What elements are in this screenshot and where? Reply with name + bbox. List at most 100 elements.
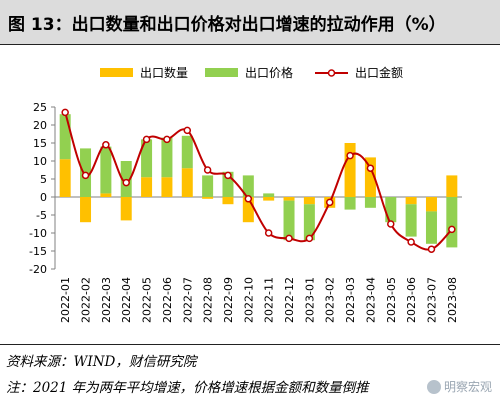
bar-quantity [405, 197, 417, 205]
x-tick-label: 2022-01 [59, 277, 72, 323]
bar-price [242, 175, 254, 197]
bar-quantity [181, 168, 193, 197]
x-tick-label: 2022-05 [141, 277, 154, 323]
point-value [325, 198, 334, 207]
value-line [61, 108, 456, 253]
chart-area: 出口数量 出口价格 出口金额 -20 -15 -10 -5 0 5 10 15 20 25 2022-… [29, 65, 462, 323]
bar-price [181, 135, 193, 169]
y-axis: -20 -15 -10 -5 0 5 10 15 20 25 [29, 101, 462, 276]
point-value [203, 166, 212, 174]
legend-marker-value [327, 69, 336, 77]
y-tick-label: 0 [40, 191, 47, 204]
point-value [81, 171, 90, 180]
x-tick-label: 2022-06 [161, 277, 174, 323]
figure-title: 图 13：出口数量和出口价格对出口增速的拉动作用（%） [8, 15, 446, 35]
title-divider [0, 44, 500, 45]
legend-swatch-price [205, 68, 238, 77]
point-value [346, 151, 354, 160]
bar-price [263, 193, 275, 197]
point-value [448, 225, 456, 234]
footnote: 注：2021 年为两年平均增速，价格增速根据金额和数量倒推 [6, 380, 369, 396]
watermark-logo-icon [426, 380, 441, 394]
y-tick-label: -5 [36, 209, 47, 222]
bar-price [222, 171, 234, 197]
bar-quantity [242, 197, 254, 223]
point-value [285, 234, 293, 243]
legend: 出口数量 出口价格 出口金额 [100, 65, 403, 80]
bar-price [364, 197, 376, 208]
legend-label-price: 出口价格 [245, 65, 293, 80]
y-tick-label: -15 [29, 245, 47, 258]
bar-price [100, 146, 112, 194]
bar-quantity [446, 175, 458, 197]
point-value [387, 220, 395, 228]
bar-quantity [141, 177, 153, 197]
bar-price [425, 211, 437, 244]
bar-price [344, 197, 356, 210]
point-value [61, 108, 69, 117]
watermark-text: 明察宏观 [443, 380, 492, 394]
x-tick-label: 2022-02 [80, 277, 93, 323]
y-tick-label: 25 [33, 101, 47, 114]
point-value [142, 135, 151, 144]
x-tick-label: 2023-06 [405, 277, 418, 323]
x-tick-label: 2022-12 [283, 277, 296, 323]
point-value [122, 178, 130, 187]
bar-price [446, 197, 458, 248]
bar-quantity [283, 197, 295, 201]
legend-label-quantity: 出口数量 [140, 65, 188, 80]
bar-quantity [303, 197, 315, 205]
x-tick-label: 2022-07 [181, 277, 194, 323]
x-tick-label: 2023-07 [425, 277, 438, 323]
bar-price [202, 175, 214, 197]
point-value [366, 164, 375, 172]
y-tick-label: 10 [33, 155, 47, 168]
legend-label-value: 出口金额 [355, 65, 403, 80]
x-tick-label: 2022-09 [222, 277, 235, 323]
bar-quantity [202, 197, 214, 199]
point-value [305, 234, 314, 243]
y-tick-label: -20 [29, 263, 47, 276]
bar-quantity [161, 177, 173, 197]
x-tick-label: 2023-02 [324, 277, 337, 323]
point-value [427, 245, 436, 253]
bar-quantity [222, 197, 234, 205]
bar-quantity [59, 159, 71, 197]
bar-price [161, 137, 173, 178]
bar-price [283, 200, 295, 241]
y-tick-label: 15 [33, 137, 47, 150]
y-tick-label: 5 [40, 173, 47, 186]
x-tick-label: 2023-05 [385, 277, 398, 323]
point-value [183, 126, 192, 135]
bar-price [59, 114, 71, 160]
chart-bottom-divider [0, 344, 500, 345]
x-tick-label: 2022-10 [242, 277, 255, 323]
x-axis: 2022-01 2022-02 2022-03 2022-04 2022-05 2022-… [59, 277, 459, 323]
x-tick-label: 2023-08 [446, 277, 459, 323]
y-tick-label: -10 [29, 227, 47, 240]
point-value [163, 135, 171, 144]
bar-quantity [80, 197, 92, 223]
bar-quantity [263, 197, 275, 201]
watermark: 明察宏观 [426, 378, 492, 395]
bar-quantity [344, 143, 356, 197]
bar-quantity [100, 193, 112, 197]
x-tick-label: 2022-08 [202, 277, 215, 323]
bar-price [141, 139, 153, 178]
bar-quantity [425, 197, 437, 212]
x-tick-label: 2023-04 [364, 277, 377, 323]
y-tick-label: 20 [33, 119, 47, 132]
bar-quantity [120, 197, 132, 221]
legend-swatch-quantity [100, 68, 133, 77]
bar-quantity [364, 157, 376, 197]
x-tick-label: 2023-01 [303, 277, 316, 323]
x-tick-label: 2022-11 [263, 277, 276, 323]
bar-price [385, 197, 397, 223]
point-value [224, 171, 232, 180]
point-value [244, 195, 253, 203]
bar-price [303, 204, 315, 241]
point-value [407, 238, 415, 246]
x-tick-label: 2022-04 [120, 277, 133, 323]
source-note: 资料来源：WIND，财信研究院 [6, 354, 197, 370]
point-value [264, 229, 273, 237]
